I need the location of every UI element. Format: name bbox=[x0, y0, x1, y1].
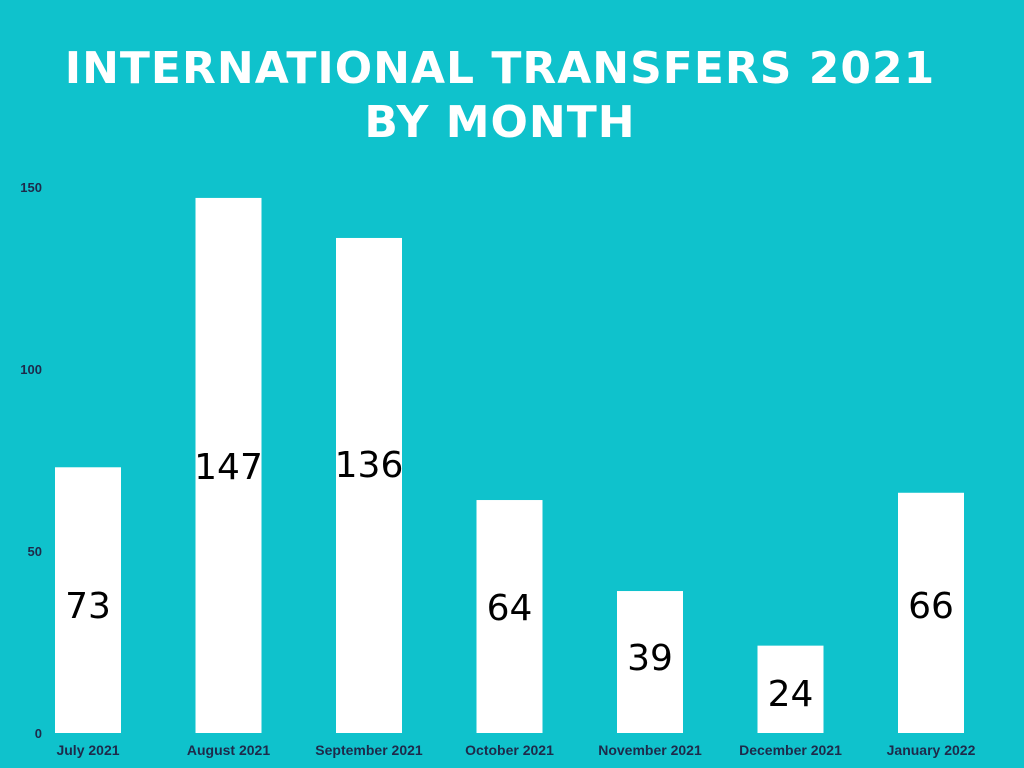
bar bbox=[898, 492, 964, 733]
data-label: 66 bbox=[908, 586, 954, 627]
y-tick-label: 100 bbox=[20, 362, 42, 377]
bar bbox=[476, 500, 543, 733]
data-label: 39 bbox=[627, 638, 673, 679]
bar bbox=[336, 237, 402, 733]
x-tick-label: December 2021 bbox=[739, 742, 842, 758]
data-label: 147 bbox=[194, 447, 263, 488]
bar bbox=[617, 591, 683, 733]
data-label: 24 bbox=[768, 674, 814, 715]
data-label: 64 bbox=[487, 588, 533, 629]
x-tick-label: November 2021 bbox=[598, 742, 702, 758]
bar bbox=[195, 197, 262, 734]
chart-title-line-1: INTERNATIONAL TRANSFERS 2021 bbox=[64, 43, 936, 94]
x-tick-label: January 2022 bbox=[887, 742, 976, 758]
y-tick-label: 150 bbox=[20, 180, 42, 195]
x-tick-label: July 2021 bbox=[56, 742, 119, 758]
data-label: 73 bbox=[65, 586, 111, 627]
bar bbox=[757, 645, 824, 733]
chart-title: INTERNATIONAL TRANSFERS 2021 BY MONTH bbox=[0, 42, 1000, 150]
y-tick-label: 0 bbox=[35, 726, 42, 741]
data-label: 136 bbox=[335, 445, 404, 486]
chart-title-line-2: BY MONTH bbox=[364, 97, 636, 148]
x-tick-label: September 2021 bbox=[315, 742, 423, 758]
x-tick-label: August 2021 bbox=[187, 742, 270, 758]
x-tick-label: October 2021 bbox=[465, 742, 554, 758]
bar bbox=[55, 467, 121, 733]
y-tick-label: 50 bbox=[28, 544, 42, 559]
